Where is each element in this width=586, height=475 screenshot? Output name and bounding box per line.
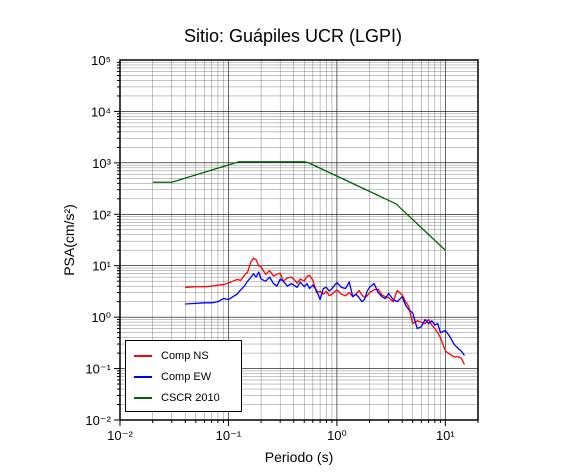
legend-item-ew: Comp EW [134,369,211,385]
legend-label-cscr: CSCR 2010 [161,392,220,404]
legend-swatch-ew [134,376,152,378]
y-tick-label: 10⁻² [85,413,111,428]
plot-frame [119,59,479,421]
legend-label-ns: Comp NS [161,350,209,362]
legend-swatch-ns [134,355,152,357]
y-tick-label: 10⁴ [91,104,111,119]
chart-legend: Comp NS Comp EW CSCR 2010 [125,340,242,412]
y-tick-label: 10² [92,207,111,222]
series-line-cscr-2010 [152,161,446,251]
y-tick-label: 10³ [92,156,111,171]
y-tick-label: 10¹ [92,259,111,274]
legend-item-ns: Comp NS [134,348,209,364]
y-axis-label: PSA(cm/s²) [61,204,77,276]
y-tick-label: 10⁰ [91,310,111,325]
y-tick-label: 10⁻¹ [85,362,111,377]
data-series [152,161,466,365]
x-tick-label: 10⁻¹ [216,428,242,443]
series-line-comp-ew [185,271,465,356]
legend-item-cscr: CSCR 2010 [134,390,220,406]
y-tick-label: 10⁵ [91,53,111,68]
x-tick-label: 10¹ [436,428,455,443]
legend-label-ew: Comp EW [161,371,212,383]
chart-title: Sitio: Guápiles UCR (LGPI) [184,26,402,46]
x-tick-label: 10⁻² [107,428,133,443]
axis-ticks: 10⁻² 10⁻¹ 10⁰ 10¹ 10⁻² 10⁻¹ 10⁰ 10¹ 10² 10³ 10⁴ 10⁵ [85,53,479,443]
x-tick-label: 10⁰ [327,428,347,443]
legend-swatch-cscr [134,397,152,399]
x-axis-label: Periodo (s) [265,449,333,465]
grid-lines [119,60,479,421]
series-line-comp-ns [185,257,466,365]
